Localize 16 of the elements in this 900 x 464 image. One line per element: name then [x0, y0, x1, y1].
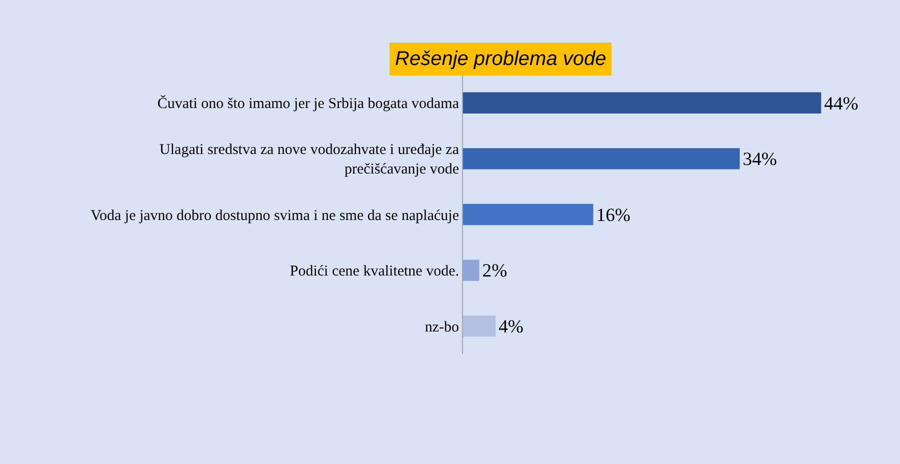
bar [463, 260, 480, 281]
y-tick-label: Čuvati ono što imamo jer je Srbija bogata vodama [157, 95, 460, 112]
data-label: 34% [742, 149, 777, 170]
bar [463, 148, 740, 170]
data-label: 44% [824, 93, 858, 114]
bar [463, 92, 822, 114]
data-label: 16% [596, 204, 630, 226]
data-label: 4% [498, 316, 524, 338]
y-tick-label: Podići cene kvalitetne vode. [290, 264, 459, 280]
bar [463, 316, 496, 337]
y-tick-label: nz-bo [424, 319, 459, 336]
bar [463, 204, 594, 226]
y-tick-label: Voda je javno dobro dostupno svima i ne sme da se naplaćuje [90, 208, 460, 224]
chart-title: Rešenje problema vode [395, 48, 606, 70]
data-label: 2% [482, 260, 508, 282]
y-tick-label: Ulagati sredstva za nove vodozahvate i uređaje za prečišćavanje vode [160, 142, 460, 178]
